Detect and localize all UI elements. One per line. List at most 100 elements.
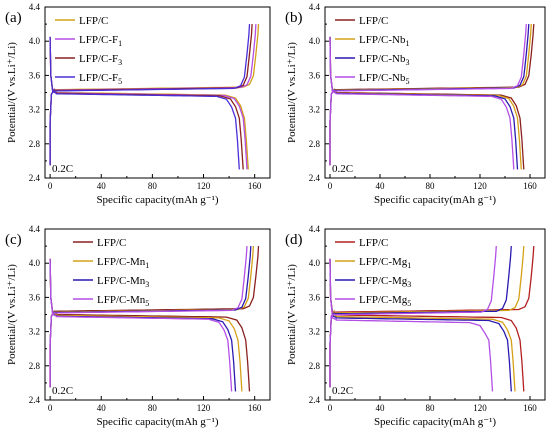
legend: LFP/C LFP/C-Nb1 LFP/C-Nb3 LFP/C-Nb5: [335, 15, 409, 86]
y-tick-label: 3.2: [309, 327, 320, 337]
chart-panel-2: 0 40 80 120 160 2.4 2.8 3.2 3.6 4.0 4.4 Specific ca…: [285, 2, 546, 206]
legend-label: LFP/C: [359, 237, 388, 249]
discharge-curve-series-3: [329, 258, 512, 392]
charge-curve-series-4: [329, 24, 527, 166]
y-axis-label: Potential/(V vs.Li⁺/Li): [6, 42, 18, 143]
discharge-curve-series-1: [329, 258, 525, 392]
x-axis-label: Specific capacity(mAh g⁻¹): [96, 194, 218, 206]
y-tick-label: 3.2: [29, 327, 40, 337]
legend: LFP/C LFP/C-Mg1 LFP/C-Mg3 LFP/C-Mg5: [335, 237, 411, 308]
x-tick-label: 0: [48, 403, 53, 413]
y-tick-label: 3.6: [309, 70, 321, 80]
x-tick-label: 120: [197, 181, 211, 191]
y-tick-label: 2.4: [309, 173, 321, 183]
y-tick-label: 2.4: [29, 173, 41, 183]
x-tick-label: 160: [248, 181, 262, 191]
discharge-curve-series-1: [49, 258, 251, 392]
chart-panel-1: 0 40 80 120 160 2.4 2.8 3.2 3.6 4.0 4.4 Specific ca…: [5, 2, 271, 206]
y-tick-label: 4.0: [29, 258, 41, 268]
x-tick-label: 80: [426, 181, 436, 191]
panel-label: (a): [5, 10, 22, 26]
discharge-curve-series-2: [329, 258, 516, 392]
x-axis-label: Specific capacity(mAh g⁻¹): [96, 416, 218, 428]
legend-label: LFP/C-F1: [79, 34, 122, 48]
y-tick-label: 3.6: [29, 292, 41, 302]
panel-label: (b): [285, 10, 303, 26]
panel-label: (d): [285, 232, 303, 248]
discharge-curve-series-4: [329, 36, 515, 170]
x-tick-label: 120: [473, 181, 487, 191]
y-tick-label: 3.2: [309, 105, 320, 115]
legend-label: LFP/C-Mg5: [359, 294, 411, 308]
y-tick-label: 2.4: [309, 395, 321, 405]
legend-label: LFP/C-Mg1: [359, 256, 411, 270]
x-tick-label: 80: [426, 403, 436, 413]
rate-label: 0.2C: [332, 385, 353, 397]
y-tick-label: 4.4: [29, 224, 41, 234]
x-tick-label: 40: [97, 403, 107, 413]
charge-curve-series-2: [329, 246, 525, 388]
legend-label: LFP/C-F5: [79, 72, 122, 86]
charge-curve-series-4: [49, 246, 248, 388]
x-tick-label: 120: [473, 403, 487, 413]
charge-curve-series-4: [49, 24, 251, 166]
legend-label: LFP/C-Nb1: [359, 34, 409, 48]
x-tick-label: 120: [197, 403, 211, 413]
legend-label: LFP/C-Nb5: [359, 72, 409, 86]
rate-label: 0.2C: [52, 385, 73, 397]
y-axis-label: Potential/(V vs.Li⁺/Li): [286, 264, 298, 365]
discharge-curve-series-4: [329, 258, 494, 392]
y-tick-label: 3.2: [29, 105, 40, 115]
x-tick-label: 0: [328, 181, 333, 191]
x-axis-label: Specific capacity(mAh g⁻¹): [374, 194, 496, 206]
y-axis-label: Potential/(V vs.Li⁺/Li): [286, 42, 298, 143]
y-tick-label: 2.8: [309, 361, 321, 371]
x-axis-label: Specific capacity(mAh g⁻¹): [374, 416, 496, 428]
y-tick-label: 2.4: [29, 395, 41, 405]
legend: LFP/C LFP/C-F1 LFP/C-F3 LFP/C-F5: [55, 15, 122, 86]
x-tick-label: 0: [48, 181, 53, 191]
legend: LFP/C LFP/C-Mn1 LFP/C-Mn3 LFP/C-Mn5: [73, 237, 149, 308]
discharge-curve-series-2: [49, 258, 243, 392]
x-tick-label: 160: [523, 403, 537, 413]
legend-label: LFP/C-F3: [79, 53, 122, 67]
x-tick-label: 80: [148, 181, 158, 191]
discharge-curve-series-4: [49, 36, 240, 170]
rate-label: 0.2C: [332, 163, 353, 175]
y-tick-label: 2.8: [29, 139, 41, 149]
legend-label: LFP/C-Mn1: [97, 256, 149, 270]
rate-label: 0.2C: [52, 163, 73, 175]
y-tick-label: 2.8: [29, 361, 41, 371]
legend-label: LFP/C-Mg3: [359, 275, 411, 289]
legend-label: LFP/C-Nb3: [359, 53, 409, 67]
y-tick-label: 4.0: [29, 36, 41, 46]
x-tick-label: 40: [376, 403, 386, 413]
y-tick-label: 4.0: [309, 258, 321, 268]
panel-label: (c): [5, 232, 22, 248]
legend-label: LFP/C: [359, 15, 388, 27]
legend-label: LFP/C: [79, 15, 108, 27]
legend-label: LFP/C-Mn5: [97, 294, 149, 308]
x-tick-label: 0: [328, 403, 333, 413]
x-tick-label: 160: [248, 403, 262, 413]
discharge-curve-series-4: [49, 258, 233, 392]
x-tick-label: 160: [523, 181, 537, 191]
y-tick-label: 3.6: [29, 70, 41, 80]
y-tick-label: 4.4: [309, 224, 321, 234]
y-tick-label: 3.6: [309, 292, 321, 302]
y-tick-label: 2.8: [309, 139, 321, 149]
y-tick-label: 4.4: [29, 2, 41, 12]
y-tick-label: 4.4: [309, 2, 321, 12]
charge-curve-series-4: [329, 246, 497, 388]
y-axis-label: Potential/(V vs.Li⁺/Li): [6, 264, 18, 365]
chart-panel-4: 0 40 80 120 160 2.4 2.8 3.2 3.6 4.0 4.4 Specific ca…: [285, 224, 546, 428]
chart-panel-3: 0 40 80 120 160 2.4 2.8 3.2 3.6 4.0 4.4 Specific ca…: [5, 224, 271, 428]
charge-curve-series-3: [329, 246, 512, 388]
x-tick-label: 40: [97, 181, 107, 191]
legend-label: LFP/C: [97, 237, 126, 249]
x-tick-label: 80: [148, 403, 158, 413]
y-tick-label: 4.0: [309, 36, 321, 46]
legend-label: LFP/C-Mn3: [97, 275, 149, 289]
x-tick-label: 40: [376, 181, 386, 191]
